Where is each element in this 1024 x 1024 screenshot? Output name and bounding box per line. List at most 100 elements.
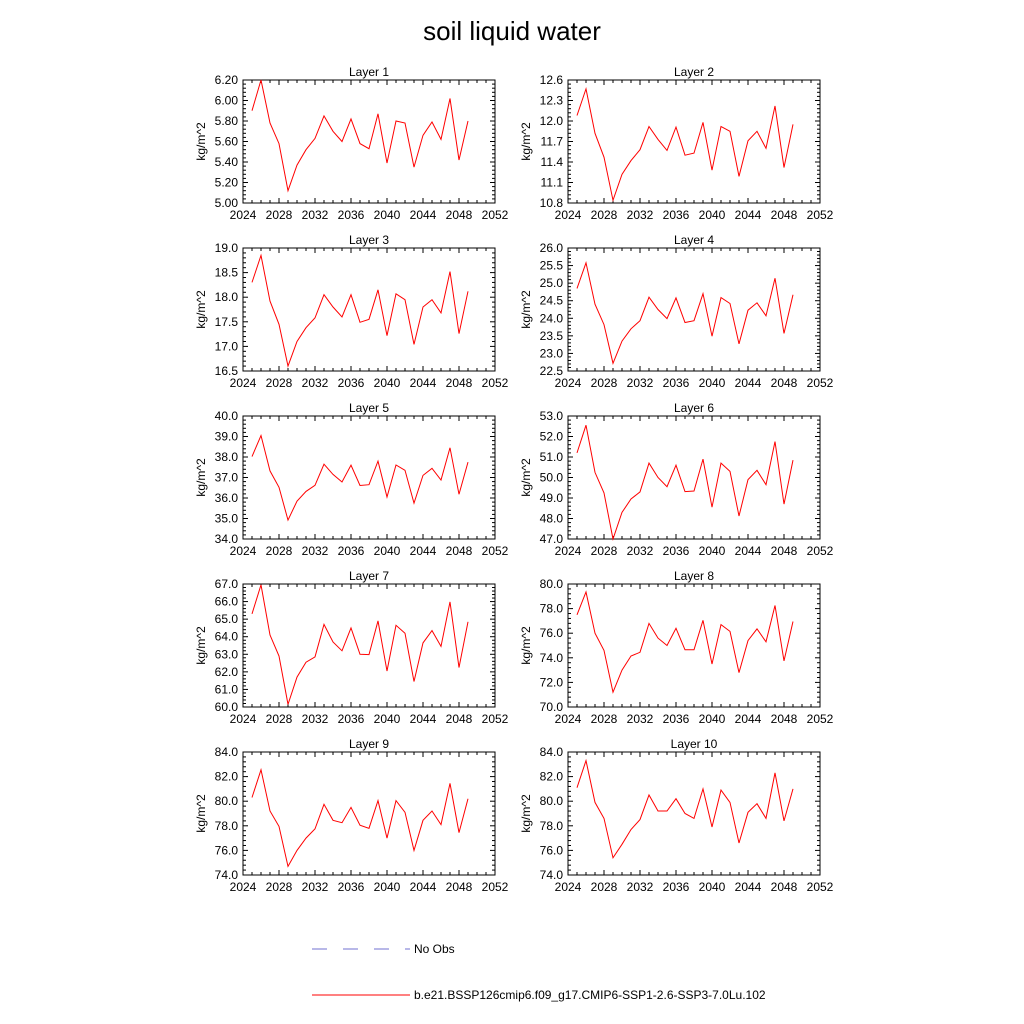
y-tick-label: 12.6 <box>540 73 564 87</box>
series-line <box>251 767 469 868</box>
x-tick-label: 2052 <box>482 208 509 222</box>
y-tick-label: 5.80 <box>215 114 239 128</box>
series-line <box>576 425 794 541</box>
legend: No Obs b.e21.BSSP126cmip6.f09_g17.CMIP6-… <box>312 942 766 1002</box>
y-tick-label: 51.0 <box>540 450 564 464</box>
x-tick-label: 2048 <box>771 208 798 222</box>
y-tick-label: 23.0 <box>540 346 564 360</box>
plot-frame <box>242 415 496 540</box>
y-tick-label: 74.0 <box>215 868 239 882</box>
y-axis-label: kg/m^2 <box>194 458 208 497</box>
x-tick-label: 2040 <box>374 208 401 222</box>
y-tick-label: 84.0 <box>540 745 564 759</box>
x-tick-label: 2052 <box>807 208 834 222</box>
x-tick-label: 2044 <box>735 544 762 558</box>
x-tick-label: 2040 <box>699 880 726 894</box>
x-tick-label: 2024 <box>230 712 257 726</box>
x-tick-label: 2044 <box>410 208 437 222</box>
x-tick-label: 2040 <box>374 376 401 390</box>
x-tick-label: 2028 <box>591 880 618 894</box>
y-tick-label: 74.0 <box>540 651 564 665</box>
panel-layer-1: Layer 1 kg/m^2 2024 2028 2032 2036 2040 2044 204… <box>194 65 509 222</box>
y-tick-label: 82.0 <box>540 770 564 784</box>
y-tick-label: 22.5 <box>540 364 564 378</box>
panel-layer-4: Layer 4 kg/m^2 2024 2028 2032 2036 2040 2044 204… <box>519 233 834 390</box>
x-tick-label: 2024 <box>555 544 582 558</box>
plot-frame <box>242 583 496 708</box>
x-tick-label: 2024 <box>555 712 582 726</box>
y-tick-label: 60.0 <box>215 700 239 714</box>
x-tick-label: 2052 <box>807 376 834 390</box>
panel-layer-10: Layer 10 kg/m^2 2024 2028 2032 2036 2040 2044 20… <box>519 737 834 894</box>
x-tick-label: 2048 <box>446 376 473 390</box>
x-tick-label: 2040 <box>699 544 726 558</box>
y-tick-label: 36.0 <box>215 491 239 505</box>
y-tick-label: 12.3 <box>540 94 564 108</box>
x-tick-label: 2024 <box>230 208 257 222</box>
y-tick-label: 35.0 <box>215 512 239 526</box>
x-tick-label: 2044 <box>410 376 437 390</box>
panel-title: Layer 6 <box>674 401 714 415</box>
x-tick-label: 2048 <box>771 712 798 726</box>
y-tick-label: 62.0 <box>215 665 239 679</box>
y-axis-label: kg/m^2 <box>194 122 208 161</box>
x-tick-label: 2032 <box>627 376 654 390</box>
y-tick-label: 47.0 <box>540 532 564 546</box>
x-tick-label: 2044 <box>410 880 437 894</box>
y-tick-label: 82.0 <box>215 770 239 784</box>
y-tick-label: 11.7 <box>541 135 564 149</box>
y-tick-label: 78.0 <box>215 819 239 833</box>
y-tick-label: 10.8 <box>540 196 564 210</box>
x-tick-label: 2052 <box>807 712 834 726</box>
plot-frame <box>567 415 821 540</box>
y-tick-label: 16.5 <box>215 364 239 378</box>
y-tick-label: 76.0 <box>540 626 564 640</box>
series-line <box>251 253 469 368</box>
y-tick-label: 65.0 <box>215 612 239 626</box>
legend-obs-label: No Obs <box>414 942 455 956</box>
x-tick-label: 2052 <box>807 544 834 558</box>
x-tick-label: 2028 <box>591 544 618 558</box>
x-tick-label: 2028 <box>266 712 293 726</box>
x-tick-label: 2040 <box>374 544 401 558</box>
panel-title: Layer 3 <box>349 233 389 247</box>
panel-title: Layer 4 <box>674 233 714 247</box>
x-tick-label: 2044 <box>735 208 762 222</box>
x-tick-label: 2040 <box>374 712 401 726</box>
y-axis-label: kg/m^2 <box>519 626 533 665</box>
x-tick-label: 2048 <box>771 544 798 558</box>
y-tick-label: 17.5 <box>215 315 239 329</box>
x-tick-label: 2024 <box>230 376 257 390</box>
legend-model-label: b.e21.BSSP126cmip6.f09_g17.CMIP6-SSP1-2.… <box>414 988 766 1002</box>
y-tick-label: 78.0 <box>540 602 564 616</box>
panel-layer-6: Layer 6 kg/m^2 2024 2028 2032 2036 2040 2044 204… <box>519 401 834 558</box>
y-tick-label: 34.0 <box>215 532 239 546</box>
y-tick-label: 70.0 <box>540 700 564 714</box>
x-tick-label: 2036 <box>338 880 365 894</box>
x-tick-label: 2024 <box>230 544 257 558</box>
y-axis-label: kg/m^2 <box>194 626 208 665</box>
panel-title: Layer 8 <box>674 569 714 583</box>
y-tick-label: 52.0 <box>540 430 564 444</box>
x-tick-label: 2032 <box>302 544 329 558</box>
y-tick-label: 61.0 <box>215 682 239 696</box>
x-tick-label: 2024 <box>555 880 582 894</box>
x-tick-label: 2036 <box>338 544 365 558</box>
panels-grid: Layer 1 kg/m^2 2024 2028 2032 2036 2040 2044 204… <box>194 65 834 894</box>
x-tick-label: 2048 <box>446 208 473 222</box>
y-tick-label: 23.5 <box>540 329 564 343</box>
x-tick-label: 2040 <box>699 712 726 726</box>
y-tick-label: 5.60 <box>215 135 239 149</box>
x-tick-label: 2040 <box>699 208 726 222</box>
series-line <box>576 86 794 203</box>
x-tick-label: 2052 <box>482 880 509 894</box>
y-tick-label: 78.0 <box>540 819 564 833</box>
x-tick-label: 2028 <box>266 376 293 390</box>
series-line <box>251 79 469 193</box>
x-tick-label: 2048 <box>446 712 473 726</box>
panel-title: Layer 5 <box>349 401 389 415</box>
y-tick-label: 53.0 <box>540 409 564 423</box>
y-tick-label: 80.0 <box>540 577 564 591</box>
y-axis-label: kg/m^2 <box>519 458 533 497</box>
